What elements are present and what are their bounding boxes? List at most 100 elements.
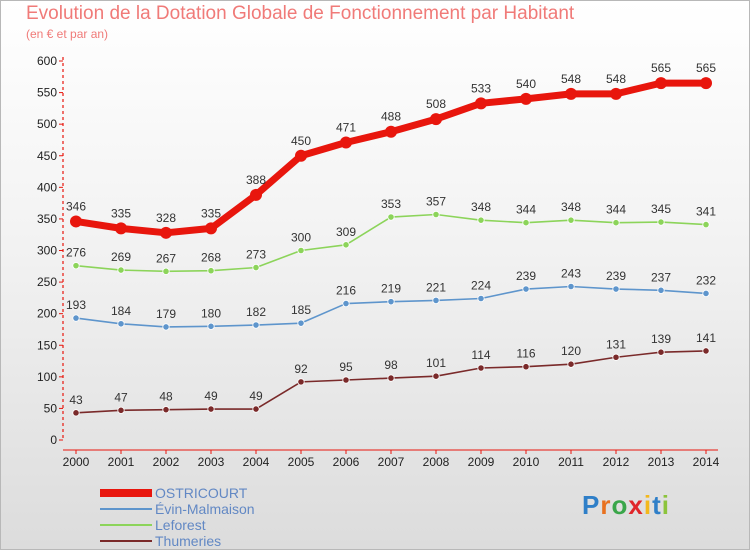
data-point (477, 294, 485, 303)
data-point (567, 216, 575, 224)
data-label: 237 (651, 270, 671, 284)
data-label: 131 (606, 337, 626, 351)
x-tick-label: 2014 (693, 455, 720, 469)
x-tick-label: 2013 (648, 455, 675, 469)
x-tick-label: 2002 (153, 455, 180, 469)
data-label: 268 (201, 251, 221, 265)
y-tick-label: 0 (50, 433, 57, 447)
x-tick-label: 2003 (198, 455, 225, 469)
data-point (252, 263, 260, 272)
data-point (612, 219, 620, 227)
data-label: 450 (291, 134, 311, 148)
data-point (297, 378, 305, 386)
data-label: 565 (651, 61, 671, 75)
data-label: 533 (471, 81, 491, 95)
data-label: 101 (426, 356, 446, 370)
legend-swatch (100, 524, 152, 526)
data-label: 116 (516, 347, 535, 361)
data-point (207, 267, 215, 275)
y-tick-label: 600 (37, 54, 57, 68)
data-label: 141 (696, 331, 716, 345)
data-point (702, 221, 710, 229)
data-point (702, 289, 710, 298)
data-label: 328 (156, 211, 176, 225)
y-tick-label: 350 (37, 212, 57, 226)
x-tick-label: 2011 (558, 455, 584, 469)
data-point (342, 299, 350, 308)
logo-letter: x (628, 490, 644, 520)
data-label: 239 (606, 269, 626, 283)
data-point (477, 364, 485, 372)
data-label: 49 (204, 389, 218, 403)
data-label: 193 (66, 298, 86, 312)
data-point (612, 285, 620, 293)
data-point (522, 219, 530, 227)
data-point (702, 347, 710, 355)
data-label: 388 (246, 173, 266, 187)
data-label: 114 (471, 348, 490, 362)
data-label: 48 (159, 390, 173, 404)
data-label: 243 (561, 267, 581, 281)
data-point (657, 348, 665, 356)
x-tick-label: 2004 (243, 455, 270, 469)
data-point (205, 222, 217, 235)
data-label: 335 (201, 206, 221, 220)
data-point (432, 296, 440, 305)
data-point (342, 376, 350, 384)
chart-title: Evolution de la Dotation Globale de Fonc… (26, 3, 575, 24)
y-tick-label: 50 (44, 401, 58, 415)
data-label: 540 (516, 77, 536, 91)
data-label: 182 (246, 305, 266, 319)
y-tick-label: 300 (37, 244, 57, 258)
data-point (117, 406, 125, 414)
data-label: 565 (696, 61, 716, 75)
data-point (610, 87, 622, 100)
x-tick-label: 2012 (603, 455, 630, 469)
data-point (297, 319, 305, 327)
x-tick-label: 2009 (468, 455, 495, 469)
data-label: 47 (114, 390, 128, 404)
data-label: 344 (516, 203, 536, 217)
data-point (520, 92, 532, 105)
data-label: 185 (291, 303, 311, 317)
chart-subtitle: (en € et par an) (26, 27, 109, 41)
data-point (252, 321, 260, 329)
legend-swatch (100, 489, 152, 497)
data-point (72, 314, 80, 322)
data-label: 276 (66, 246, 86, 260)
series-layer (70, 77, 712, 417)
data-point (477, 216, 485, 224)
y-tick-label: 250 (37, 275, 57, 289)
data-label: 345 (651, 202, 671, 216)
data-label: 180 (201, 306, 221, 320)
data-label: 300 (291, 231, 311, 245)
data-label: 341 (696, 205, 716, 219)
data-label: 471 (336, 120, 356, 134)
data-label: 267 (156, 251, 176, 265)
data-label: 335 (111, 206, 131, 220)
proxiti-logo: Proxiti (582, 490, 670, 521)
y-tick-label: 150 (37, 338, 57, 352)
y-tick-label: 100 (37, 370, 57, 384)
data-label: 184 (111, 304, 131, 318)
x-tick-label: 2000 (63, 455, 90, 469)
data-point (387, 374, 395, 382)
data-point (567, 360, 575, 368)
data-point (565, 87, 577, 100)
data-point (162, 267, 170, 275)
data-label: 488 (381, 110, 401, 124)
data-label: 43 (69, 393, 83, 407)
data-label: 232 (696, 273, 716, 287)
data-label: 344 (606, 203, 626, 217)
data-point (387, 298, 395, 306)
logo-letter: t (652, 490, 662, 520)
x-tick-label: 2010 (513, 455, 540, 469)
y-tick-label: 450 (37, 149, 57, 163)
data-labels: 43 47 48 49 49 92 95 98 101 114 116 120 131 139 141 276… (66, 61, 716, 407)
data-point (522, 363, 530, 371)
data-label: 221 (426, 280, 446, 294)
data-point (700, 77, 712, 90)
data-point (567, 282, 575, 291)
legend-swatch (100, 540, 152, 542)
data-label: 348 (471, 200, 491, 214)
